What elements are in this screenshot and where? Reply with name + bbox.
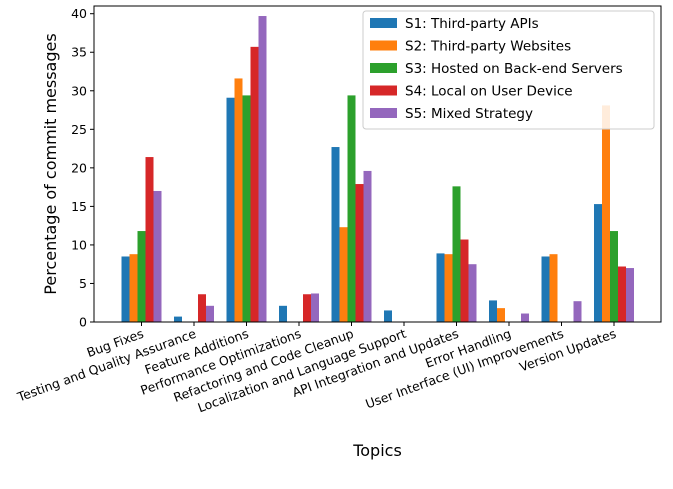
bar: [468, 264, 477, 322]
bar: [626, 268, 634, 322]
legend-label: S5: Mixed Strategy: [405, 106, 533, 122]
bar: [618, 266, 626, 322]
bar: [363, 170, 372, 322]
legend-label: S2: Third-party Websites: [405, 39, 571, 55]
bar: [331, 147, 340, 322]
legend: S1: Third-party APIs S2: Third-party Webs…: [362, 10, 655, 130]
bar: [384, 310, 392, 322]
y-tick-label: 15: [71, 199, 87, 214]
legend-swatch: [370, 18, 397, 28]
bar: [489, 300, 497, 322]
bars-group: [121, 16, 634, 323]
legend-box: [362, 10, 655, 130]
bar: [198, 294, 206, 322]
bar: [206, 305, 214, 322]
bar: [234, 78, 243, 322]
bar: [549, 254, 558, 322]
bar: [460, 239, 469, 322]
y-tick-label: 20: [71, 160, 87, 175]
y-tick-label: 35: [71, 45, 87, 60]
bar: [444, 254, 453, 322]
bar: [129, 254, 138, 322]
y-tick-label: 10: [71, 237, 87, 252]
bar: [303, 294, 311, 322]
bar: [497, 308, 505, 322]
legend-swatch: [370, 63, 397, 73]
y-tick-label: 0: [79, 315, 87, 330]
bar: [174, 316, 182, 322]
legend-swatch: [370, 85, 397, 96]
bar: [521, 313, 529, 322]
legend-swatch: [370, 40, 397, 51]
bar: [573, 301, 582, 322]
plot-area-frame: [93, 5, 662, 323]
bar: [436, 253, 445, 322]
y-axis-label: Percentage of commit messages: [41, 33, 60, 294]
legend-label: S3: Hosted on Back-end Servers: [405, 61, 623, 77]
legend-label: S1: Third-party APIs: [405, 16, 539, 32]
bar: [594, 204, 602, 322]
y-tick-label: 5: [79, 276, 87, 291]
bar: [602, 105, 610, 322]
legend-swatch: [370, 108, 397, 118]
bar: [541, 256, 550, 322]
bar: [279, 305, 287, 322]
bar: [121, 256, 130, 322]
bar: [242, 95, 251, 323]
bar: [311, 293, 319, 322]
bar: [258, 16, 267, 323]
bar: [452, 186, 461, 322]
bar: [226, 97, 235, 322]
y-tick-label: 40: [71, 6, 87, 21]
bar: [250, 46, 259, 322]
y-tick-label: 30: [71, 83, 87, 98]
y-tick-label: 25: [71, 122, 87, 137]
y-axis-ticks: 0 5 10 15 20 25 30 35 40: [71, 6, 94, 330]
bar: [339, 227, 348, 322]
bar: [355, 184, 364, 322]
bar: [137, 231, 146, 322]
bar: [145, 157, 154, 322]
bar: [610, 231, 618, 322]
legend-label: S4: Local on User Device: [405, 84, 573, 100]
x-axis-label: Topics: [352, 441, 402, 460]
bar: [347, 95, 356, 323]
bar: [153, 190, 162, 322]
